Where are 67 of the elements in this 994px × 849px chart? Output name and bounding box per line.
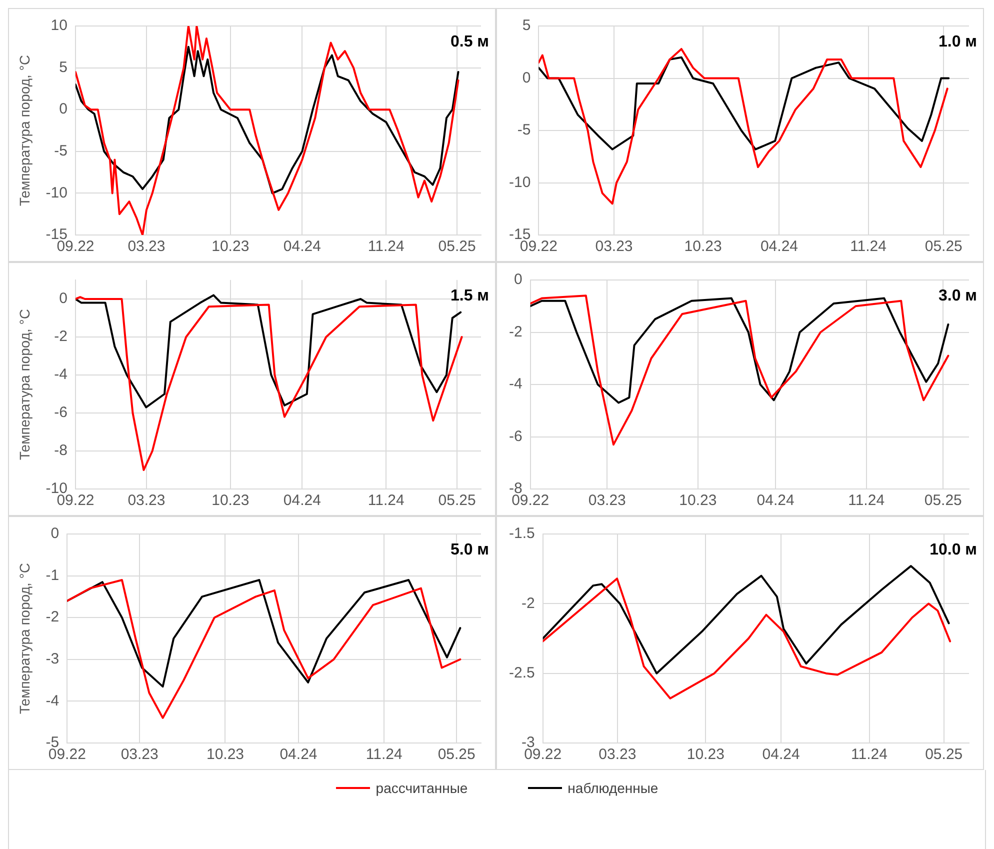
chart-title: 0.5 м [450, 33, 489, 50]
y-axis-title: Температура пород, °C [16, 55, 32, 206]
x-tick-label: 11.24 [850, 238, 887, 256]
x-tick-label: 04.24 [762, 746, 800, 764]
y-tick-label: 0 [59, 290, 68, 308]
x-tick-label: 04.24 [280, 746, 318, 764]
y-tick-label: -5 [517, 122, 531, 139]
x-tick-label: 03.23 [598, 746, 636, 764]
y-tick-label: -6 [508, 428, 522, 445]
y-tick-label: 0 [59, 100, 68, 118]
y-tick-label: -2 [508, 323, 522, 340]
x-tick-label: 05.25 [924, 492, 962, 510]
y-tick-label: -8 [54, 442, 68, 460]
y-axis-title: Температура пород, °C [16, 309, 32, 460]
y-tick-label: 0 [522, 69, 531, 86]
x-tick-label: 10.23 [686, 746, 724, 764]
x-tick-label: 10.23 [206, 746, 244, 764]
x-tick-label: 04.24 [760, 238, 798, 256]
y-tick-label: -2.5 [508, 664, 535, 682]
y-tick-label: -1.5 [508, 525, 535, 542]
x-tick-label: 11.24 [368, 238, 404, 256]
x-tick-label: 03.23 [128, 238, 166, 256]
x-tick-label: 11.24 [851, 746, 888, 764]
y-tick-label: 5 [522, 17, 531, 34]
x-tick-label: 10.23 [212, 238, 250, 256]
y-tick-label: 0 [50, 525, 60, 542]
x-tick-label: 03.23 [588, 492, 626, 510]
x-tick-label: 05.25 [925, 746, 963, 764]
chart-title: 1.0 м [938, 33, 977, 50]
x-tick-label: 10.23 [212, 492, 250, 510]
y-tick-label: 5 [59, 58, 68, 76]
x-tick-label: 11.24 [848, 492, 885, 510]
x-tick-label: 11.24 [366, 746, 402, 764]
y-tick-label: -5 [54, 142, 68, 160]
y-tick-label: 0 [514, 271, 522, 288]
y-tick-label: -1 [46, 566, 60, 584]
x-tick-label: 05.25 [438, 492, 476, 510]
y-tick-label: -2 [522, 594, 535, 612]
chart-title: 5.0 м [450, 541, 489, 558]
y-tick-label: -4 [46, 692, 60, 710]
x-tick-label: 11.24 [368, 492, 404, 510]
x-tick-label: 10.23 [679, 492, 717, 510]
chart-title: 3.0 м [938, 287, 977, 304]
x-tick-label: 04.24 [283, 492, 321, 510]
chart-title: 1.5 м [450, 287, 489, 304]
y-tick-label: -10 [46, 184, 68, 202]
legend-label: наблюденные [568, 780, 658, 796]
x-tick-label: 05.25 [924, 238, 962, 256]
x-tick-label: 05.25 [438, 746, 476, 764]
y-tick-label: -4 [54, 366, 68, 384]
y-tick-label: -10 [508, 174, 531, 191]
y-tick-label: -2 [54, 328, 68, 346]
y-tick-label: -4 [508, 376, 522, 393]
x-tick-label: 10.23 [684, 238, 722, 256]
x-tick-label: 04.24 [756, 492, 794, 510]
y-tick-label: -6 [54, 404, 68, 422]
legend-label: рассчитанные [376, 780, 468, 796]
x-tick-label: 03.23 [120, 746, 158, 764]
y-tick-label: -3 [46, 650, 60, 668]
y-axis-title: Температура пород, °C [16, 563, 32, 714]
x-tick-label: 03.23 [128, 492, 166, 510]
y-tick-label: 10 [50, 17, 68, 34]
x-tick-label: 05.25 [438, 238, 476, 256]
x-tick-label: 03.23 [595, 238, 633, 256]
chart-title: 10.0 м [930, 541, 977, 558]
y-tick-label: -2 [46, 608, 60, 626]
x-tick-label: 04.24 [283, 238, 321, 256]
